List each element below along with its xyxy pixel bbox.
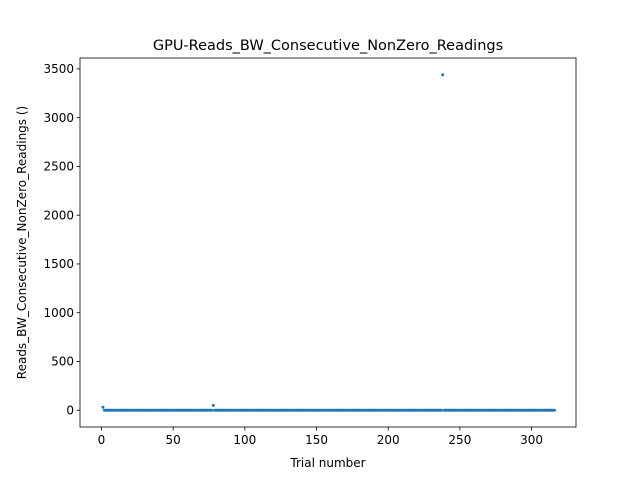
x-tick-label: 250 bbox=[448, 433, 471, 447]
axes-frame bbox=[79, 57, 577, 428]
data-point bbox=[211, 403, 215, 407]
x-tick-label: 200 bbox=[377, 433, 400, 447]
data-point bbox=[441, 73, 445, 77]
y-axis-label: Reads_BW_Consecutive_NonZero_Readings () bbox=[15, 106, 29, 379]
x-axis: 0 50 100 150 200 250 300 bbox=[98, 427, 543, 447]
y-tick-label: 0 bbox=[66, 403, 74, 417]
y-tick-label: 2500 bbox=[43, 160, 74, 174]
x-tick-label: 50 bbox=[166, 433, 181, 447]
y-tick-label: 3500 bbox=[43, 62, 74, 76]
x-axis-label: Trial number bbox=[289, 456, 365, 470]
y-tick-label: 1500 bbox=[43, 257, 74, 271]
y-tick-label: 2000 bbox=[43, 208, 74, 222]
chart-title: GPU-Reads_BW_Consecutive_NonZero_Reading… bbox=[153, 38, 503, 54]
x-tick-label: 150 bbox=[305, 433, 328, 447]
plot-area bbox=[101, 73, 556, 412]
x-tick-label: 0 bbox=[98, 433, 106, 447]
data-point bbox=[439, 408, 443, 412]
y-tick-label: 3000 bbox=[43, 111, 74, 125]
y-tick-label: 1000 bbox=[43, 306, 74, 320]
data-point bbox=[101, 405, 105, 409]
data-point bbox=[210, 408, 214, 412]
y-tick-label: 500 bbox=[51, 355, 74, 369]
x-tick-label: 300 bbox=[520, 433, 543, 447]
y-axis: 0 500 1000 1500 2000 2500 3000 3500 bbox=[43, 62, 80, 417]
x-tick-label: 100 bbox=[233, 433, 256, 447]
data-point bbox=[552, 408, 556, 412]
